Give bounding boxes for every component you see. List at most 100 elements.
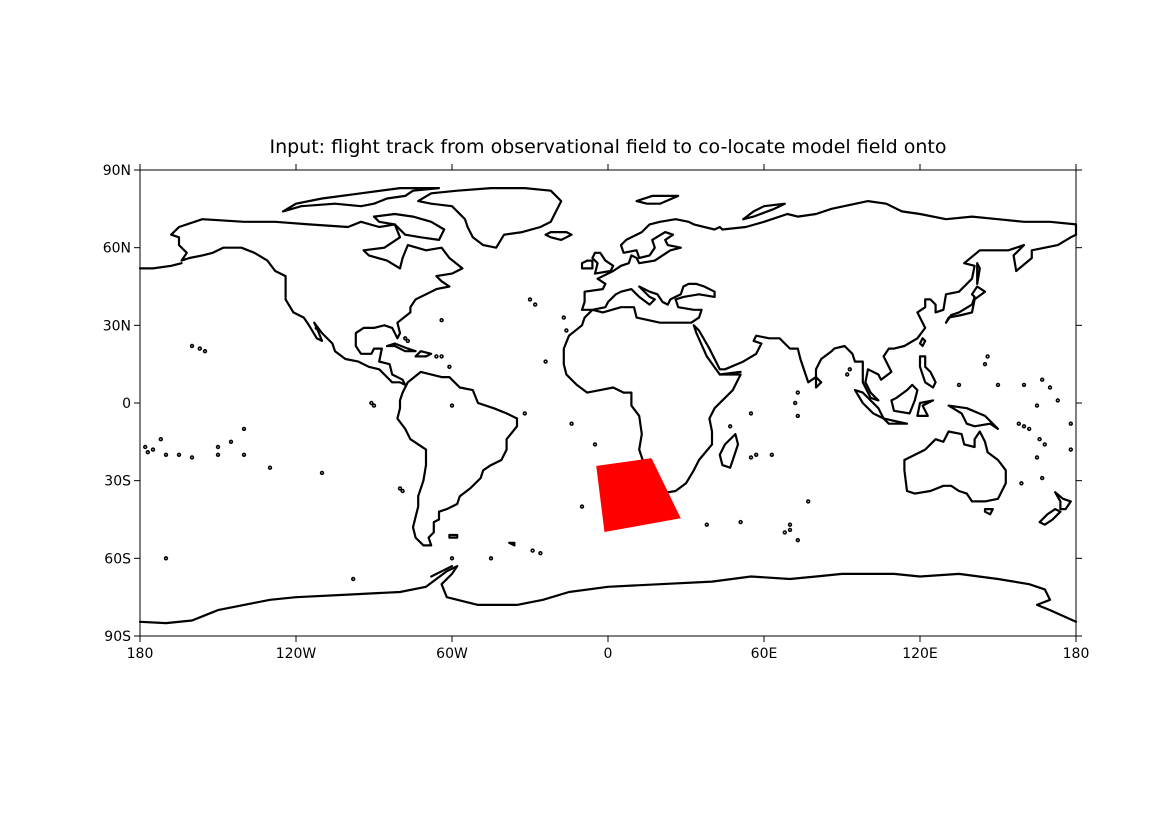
coastlines — [138, 187, 1078, 625]
small-island — [579, 504, 585, 509]
small-island — [527, 297, 533, 302]
small-island — [1039, 377, 1045, 382]
small-island — [163, 452, 169, 457]
small-island — [532, 302, 538, 307]
small-island — [569, 421, 574, 426]
alaska-islands-coast — [138, 262, 183, 270]
small-island — [163, 556, 169, 561]
new-zealand-south-coast — [1038, 508, 1062, 526]
small-island — [397, 486, 403, 491]
south-america-coast — [396, 370, 519, 547]
antarctica-coast — [138, 564, 1078, 625]
small-island — [795, 537, 800, 543]
small-island — [592, 442, 598, 447]
lon-tick-label: 180 — [127, 646, 154, 662]
eurasia-coast — [580, 200, 1078, 311]
small-island — [1047, 385, 1053, 390]
svalbard-coast — [635, 194, 680, 205]
small-island — [267, 465, 273, 470]
small-island — [228, 439, 234, 444]
south-georgia-coast — [508, 541, 516, 547]
new-guinea-coast — [947, 404, 1000, 430]
map-axes: 180 120W 60W 0 60E 120E 180 90N 60N 30N 0 30S 60S 90S — [103, 163, 1090, 662]
ireland-coast — [580, 259, 594, 270]
canadian-archipelago-coast — [281, 187, 441, 213]
small-island — [1021, 424, 1027, 429]
lat-tick-label: 90S — [104, 629, 131, 645]
small-island — [727, 424, 733, 429]
small-island — [1039, 475, 1045, 481]
small-island — [795, 413, 800, 419]
sri-lanka-coast — [814, 376, 823, 389]
small-island — [202, 349, 208, 354]
small-island — [215, 452, 221, 457]
madagascar-coast — [718, 433, 740, 469]
small-island — [403, 336, 408, 341]
small-island — [805, 499, 811, 504]
asia-pacific-coast — [562, 233, 1078, 495]
small-island — [405, 338, 410, 344]
small-island — [1055, 398, 1061, 403]
small-island — [319, 470, 325, 476]
small-island — [704, 522, 709, 527]
cuba-coast — [385, 342, 417, 353]
small-island — [351, 576, 356, 582]
small-island — [434, 354, 439, 359]
small-island — [564, 328, 569, 333]
small-island — [522, 411, 527, 416]
lat-tick-label: 0 — [122, 396, 131, 412]
small-island — [400, 488, 405, 494]
map-area — [138, 169, 1078, 637]
tasmania-coast — [983, 508, 994, 516]
north-america-coast — [170, 218, 464, 386]
lon-tick-label: 60W — [436, 646, 468, 662]
small-island — [215, 444, 221, 450]
small-island — [844, 372, 850, 377]
africa-east-horn — [718, 370, 742, 376]
sakhalin-coast — [976, 262, 981, 285]
iceland-coast — [544, 231, 573, 241]
small-island — [748, 411, 754, 416]
small-island — [792, 400, 798, 406]
lat-tick-label: 30N — [103, 318, 131, 334]
lon-tick-label: 0 — [604, 646, 613, 662]
small-island — [956, 382, 962, 388]
small-island — [1026, 426, 1032, 432]
small-island — [538, 550, 543, 556]
lat-tick-label: 30S — [104, 474, 131, 490]
greenland-coast — [417, 187, 563, 249]
small-island — [543, 359, 548, 364]
small-island — [782, 530, 787, 535]
small-island — [158, 437, 164, 442]
small-island — [145, 450, 151, 455]
small-island — [143, 444, 148, 450]
small-island — [369, 400, 374, 406]
small-island — [1037, 437, 1042, 442]
small-island — [795, 390, 800, 395]
small-island — [787, 527, 793, 533]
small-island — [1034, 455, 1040, 460]
taiwan-coast — [918, 337, 927, 348]
small-island — [176, 452, 182, 457]
java-coast — [882, 417, 909, 425]
small-island — [787, 522, 793, 527]
small-island — [1021, 382, 1027, 388]
small-island — [449, 403, 455, 408]
small-island — [150, 447, 156, 452]
baffin-island-coast — [372, 212, 446, 241]
small-island — [995, 382, 1001, 388]
small-island — [189, 343, 195, 349]
small-island — [488, 556, 494, 561]
japan-coast — [944, 285, 987, 324]
small-island — [1016, 421, 1021, 426]
lon-tick-label: 180 — [1063, 646, 1090, 662]
philippines-coast — [918, 355, 937, 389]
small-island — [561, 315, 566, 320]
map-background — [140, 170, 1076, 636]
small-island — [1019, 481, 1024, 486]
australia-coast — [903, 430, 1007, 503]
small-island — [1034, 403, 1040, 408]
small-island — [189, 455, 195, 460]
antarctic-peninsula-islands — [430, 564, 454, 578]
